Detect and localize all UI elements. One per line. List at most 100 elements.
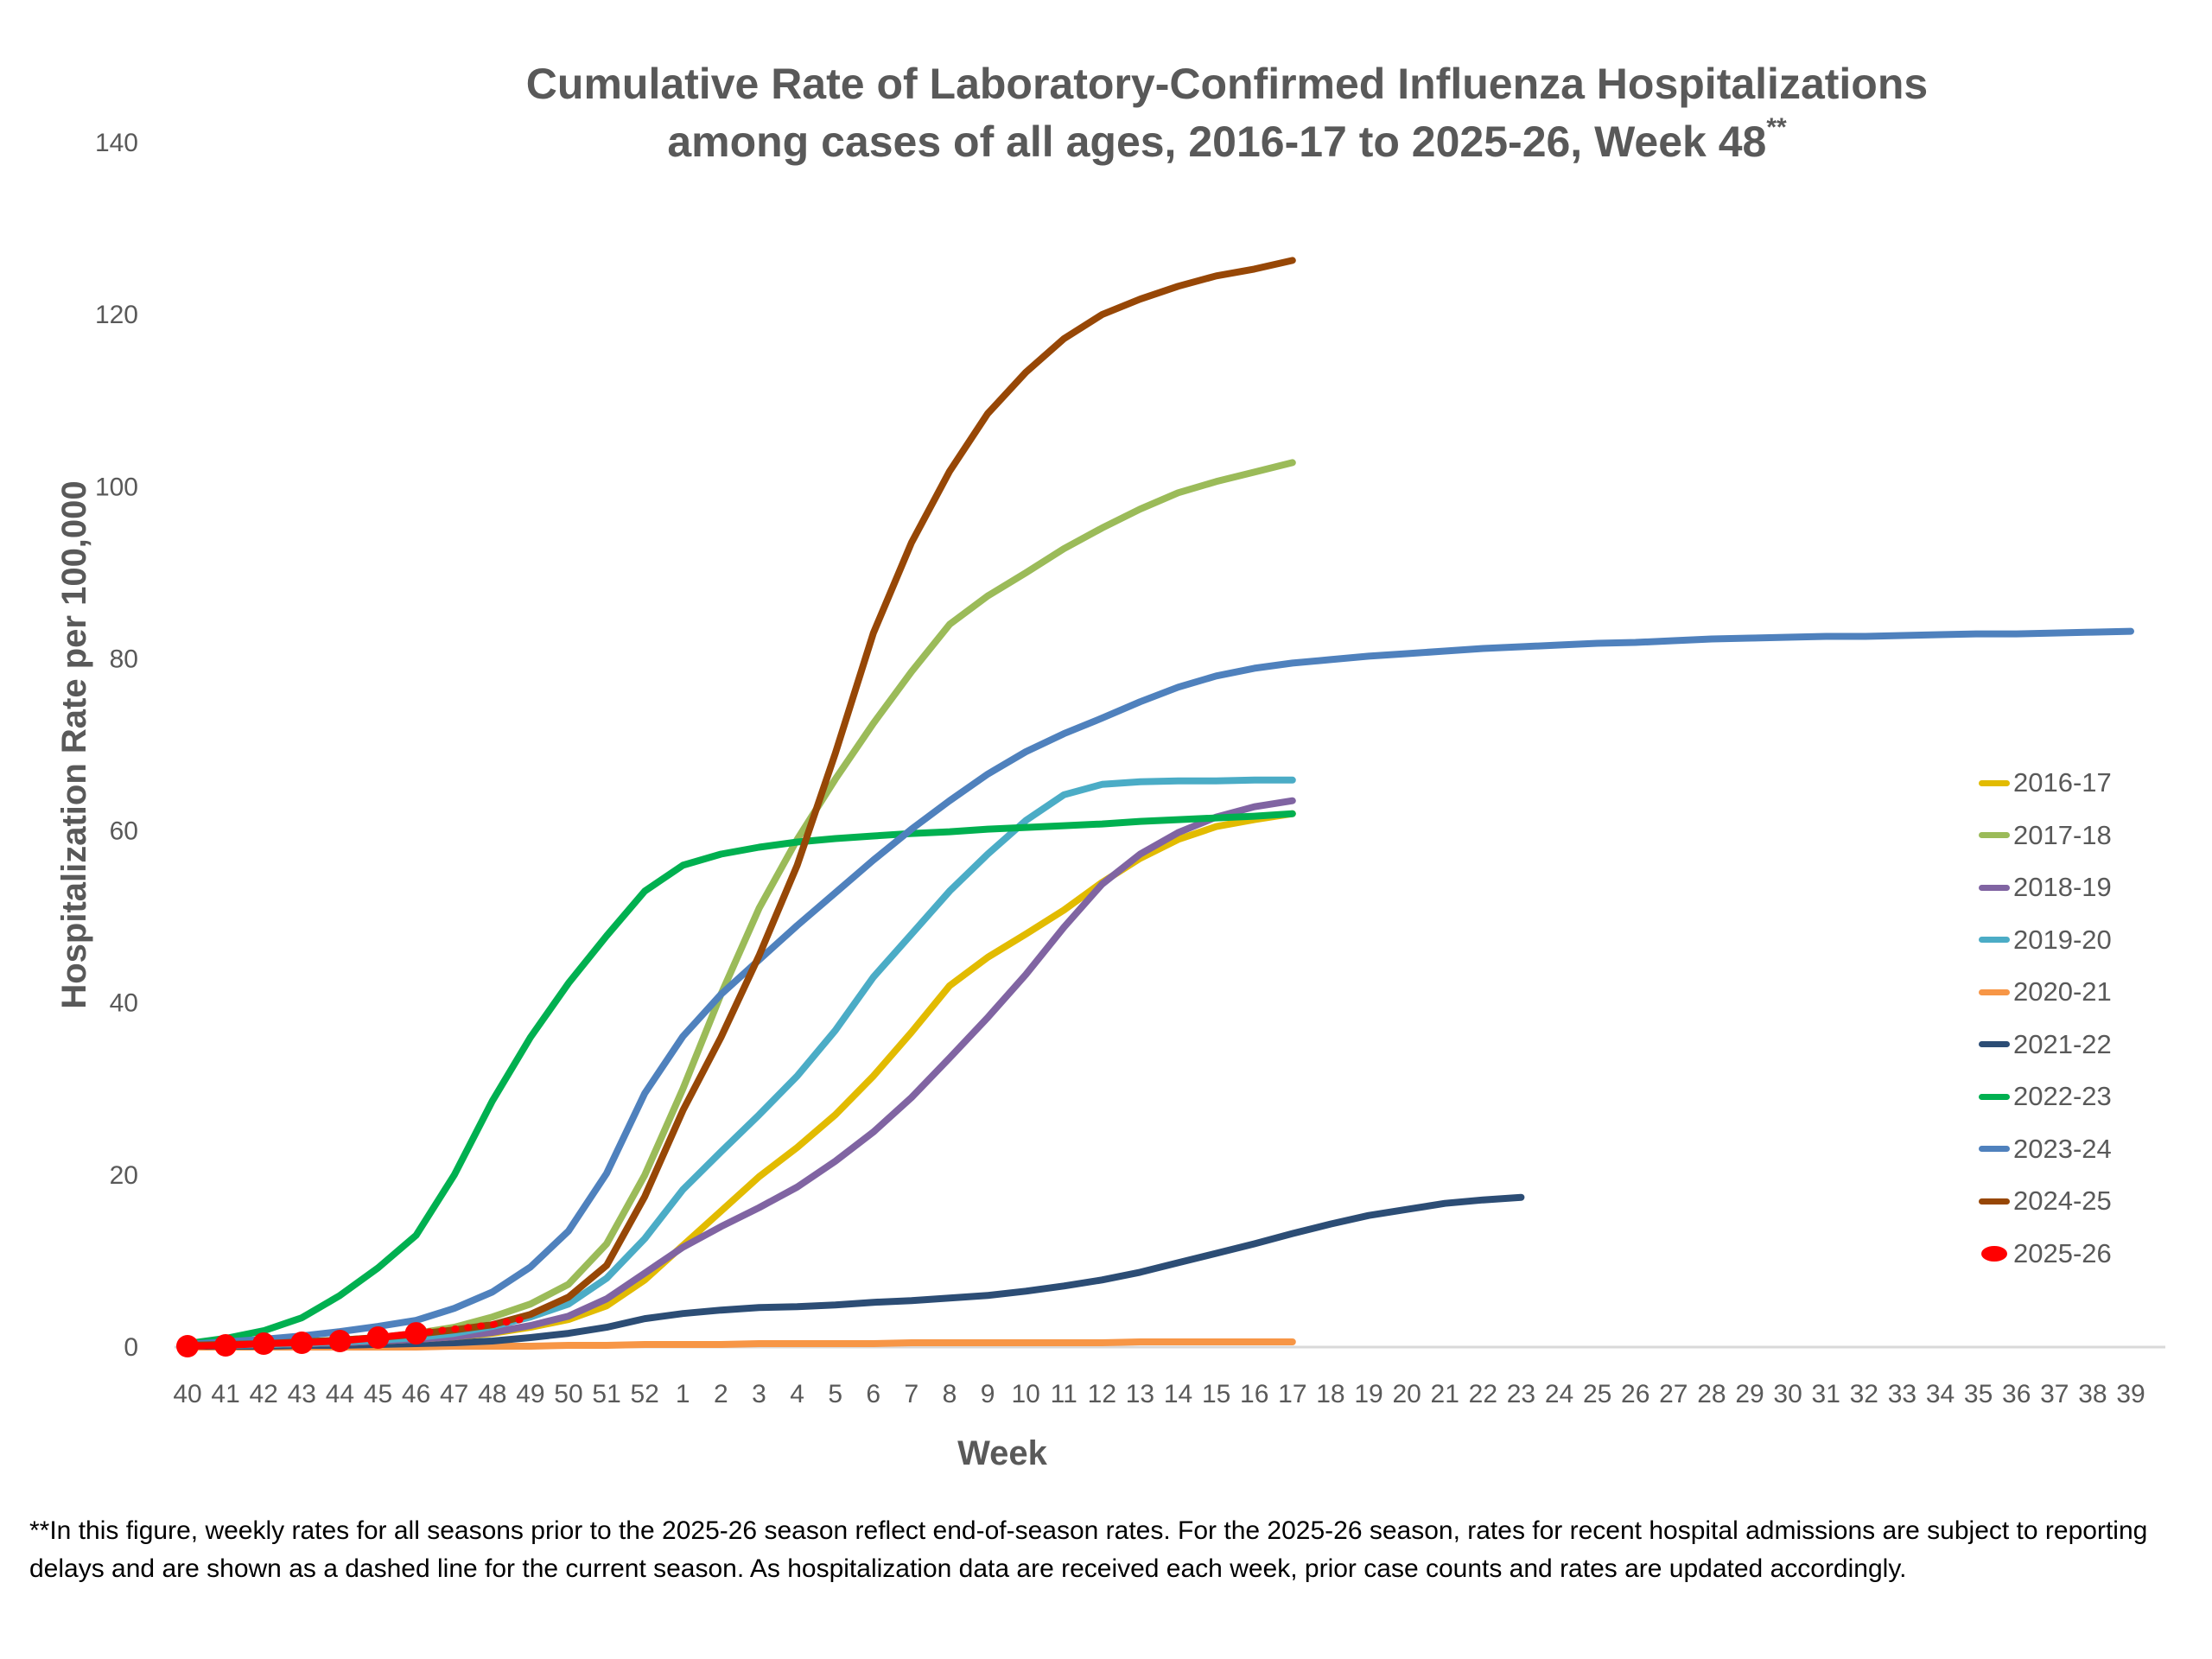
x-tick-label: 14 [1164,1380,1192,1408]
y-tick-label: 0 [124,1333,138,1362]
series-line [184,627,2134,1348]
legend-item-2019-20: 2019-20 [1979,914,2112,967]
x-tick-label: 24 [1545,1380,1573,1408]
data-point-marker [404,1322,428,1345]
x-tick-label: 31 [1812,1380,1840,1408]
legend-swatch-icon [1979,1093,2010,1100]
x-tick-label: 26 [1621,1380,1649,1408]
x-tick-label: 27 [1659,1380,1688,1408]
series-line [184,257,1296,1349]
legend-item-2020-21: 2020-21 [1979,966,2112,1019]
series-line [184,797,1296,1350]
x-tick-label: 47 [440,1380,468,1408]
y-tick-label: 140 [95,129,138,157]
legend-label: 2018-19 [2013,872,2112,903]
x-tick-label: 41 [211,1380,239,1408]
y-tick-label: 120 [95,301,138,329]
legend-label: 2025-26 [2013,1237,2112,1268]
legend-label: 2024-25 [2013,1185,2112,1217]
x-tick-label: 6 [866,1380,880,1408]
series-line [184,1193,1525,1350]
x-tick-label: 43 [288,1380,316,1408]
legend-label: 2022-23 [2013,1081,2112,1112]
series-line [184,810,1296,1350]
series-2021-22 [184,1193,1525,1350]
x-tick-label: 44 [326,1380,354,1408]
x-tick-label: 23 [1507,1380,1535,1408]
x-tick-label: 45 [364,1380,392,1408]
x-tick-label: 36 [2002,1380,2031,1408]
y-tick-label: 20 [110,1161,138,1190]
x-tick-label: 13 [1126,1380,1154,1408]
x-tick-label: 22 [1469,1380,1497,1408]
legend-item-2024-25: 2024-25 [1979,1175,2112,1228]
legend-label: 2023-24 [2013,1133,2112,1164]
legend-swatch-icon [1979,1198,2010,1205]
x-tick-label: 18 [1316,1380,1344,1408]
x-tick-label: 46 [402,1380,430,1408]
x-tick-label: 50 [554,1380,582,1408]
x-tick-label: 52 [630,1380,658,1408]
x-tick-label: 35 [1964,1380,1993,1408]
x-tick-label: 7 [905,1380,919,1408]
x-tick-label: 29 [1735,1380,1764,1408]
legend-label: 2020-21 [2013,976,2112,1007]
x-tick-label: 9 [981,1380,995,1408]
legend-label: 2017-18 [2013,819,2112,850]
data-point-marker [290,1332,314,1355]
x-tick-label: 16 [1240,1380,1268,1408]
series-lines [176,257,2134,1358]
chart-legend: 2016-17 2017-18 2018-19 2019-20 2020-21 2021-… [1979,757,2112,1280]
x-tick-label: 34 [1926,1380,1955,1408]
legend-item-2018-19: 2018-19 [1979,861,2112,914]
x-tick-label: 30 [1773,1380,1802,1408]
legend-swatch-icon [1979,937,2010,944]
series-2022-23 [184,810,1296,1347]
x-tick-label: 5 [828,1380,842,1408]
legend-item-2023-24: 2023-24 [1979,1123,2112,1176]
x-tick-label: 15 [1202,1380,1230,1408]
series-2018-19 [184,797,1296,1350]
x-tick-label: 19 [1354,1380,1382,1408]
chart-title-line-1: Cumulative Rate of Laboratory-Confirmed … [525,60,1929,108]
x-tick-label: 3 [752,1380,766,1408]
series-line [184,459,1296,1349]
x-tick-label: 37 [2040,1380,2069,1408]
y-tick-label: 100 [95,473,138,501]
x-tick-label: 49 [516,1380,544,1408]
x-tick-label: 40 [173,1380,201,1408]
x-tick-label: 32 [1850,1380,1878,1408]
series-2024-25 [184,257,1296,1349]
chart-title-line-2: among cases of all ages, 2016-17 to 2025… [363,115,2091,168]
legend-item-2022-23: 2022-23 [1979,1071,2112,1123]
title-footnote-marker: ** [1766,113,1787,142]
data-point-marker [176,1335,199,1358]
legend-label: 2021-22 [2013,1028,2112,1059]
chart-title-line-2-text: among cases of all ages, 2016-17 to 2025… [667,118,1767,166]
x-tick-label: 4 [790,1380,804,1408]
legend-swatch-icon [1979,779,2010,786]
x-tick-label: 1 [676,1380,690,1408]
x-tick-label: 48 [478,1380,506,1408]
legend-label: 2019-20 [2013,924,2112,955]
y-tick-label: 60 [110,817,138,846]
series-2017-18 [184,459,1296,1349]
data-point-marker [214,1334,238,1357]
legend-swatch-icon [1979,884,2010,891]
legend-swatch-icon [1979,1041,2010,1048]
legend-swatch-icon [1979,1146,2010,1153]
x-tick-label: 2 [714,1380,728,1408]
series-line [184,810,1296,1347]
x-tick-label: 38 [2078,1380,2107,1408]
series-2025-26 [176,1314,534,1358]
x-tick-label: 33 [1888,1380,1916,1408]
x-tick-label: 11 [1051,1380,1077,1408]
series-2016-17 [184,810,1296,1350]
x-axis-label: Week [957,1434,1047,1472]
x-tick-label: 8 [943,1380,957,1408]
legend-swatch-icon [1979,832,2010,839]
legend-swatch-icon [1981,1245,2007,1262]
footnote: **In this figure, weekly rates for all s… [29,1516,2148,1583]
x-axis-ticks: 40 41 42 43 44 45 46 47 48 49 50 51 52 1 2 3 4 5 6 7 8 9 10 11 1… [173,1380,2145,1408]
